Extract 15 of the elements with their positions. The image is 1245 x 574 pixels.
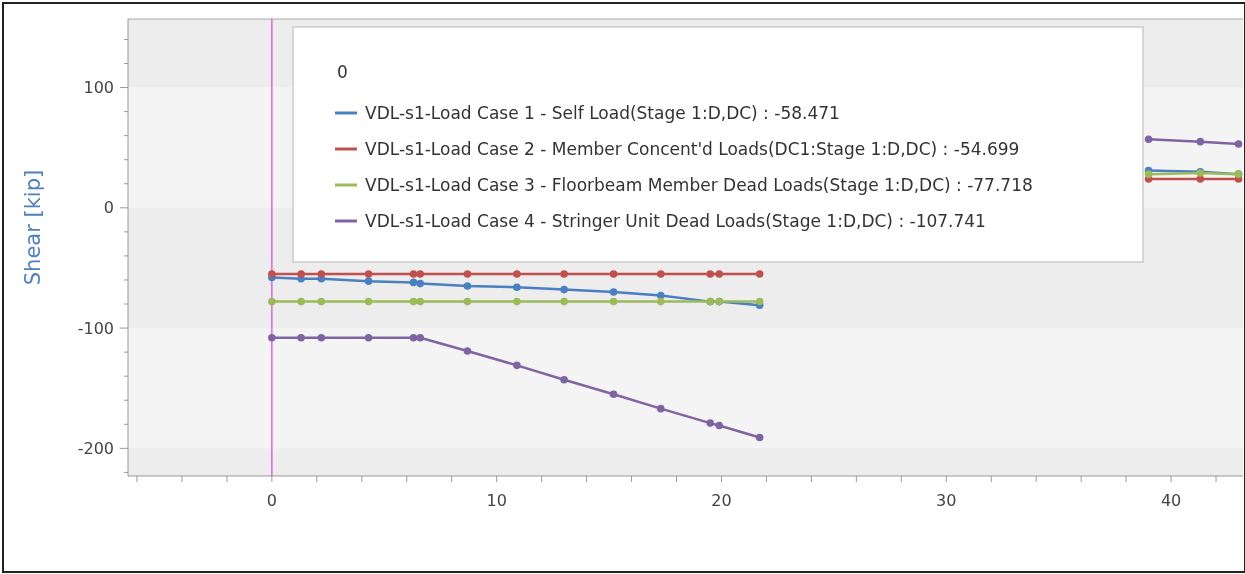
x-tick-label: 0: [266, 491, 277, 510]
x-tick-label: 30: [936, 491, 957, 510]
legend-label: VDL-s1-Load Case 4 - Stringer Unit Dead Loads(Stage 1:D,DC) : -107.741: [365, 210, 986, 231]
legend-label: VDL-s1-Load Case 3 - Floorbeam Member Dead Loads(Stage 1:D,DC) : -77.718: [365, 174, 1033, 195]
y-tick-label: 0: [103, 198, 114, 218]
x-tick-label: 40: [1160, 491, 1182, 510]
y-axis-title: Shear [kip]: [21, 169, 45, 286]
x-tick-label: 20: [711, 491, 732, 510]
y-tick-label: 100: [83, 78, 114, 98]
legend-label: VDL-s1-Load Case 2 - Member Concent'd Loads(DC1:Stage 1:D,DC) : -54.699: [365, 138, 1020, 159]
y-tick-label: -200: [77, 438, 114, 458]
x-tick-label: 10: [486, 491, 507, 510]
legend-title: 0: [337, 62, 348, 82]
legend-label: VDL-s1-Load Case 1 - Self Load(Stage 1:D,DC) : -58.471: [365, 102, 840, 123]
y-tick-label: -100: [77, 318, 114, 338]
